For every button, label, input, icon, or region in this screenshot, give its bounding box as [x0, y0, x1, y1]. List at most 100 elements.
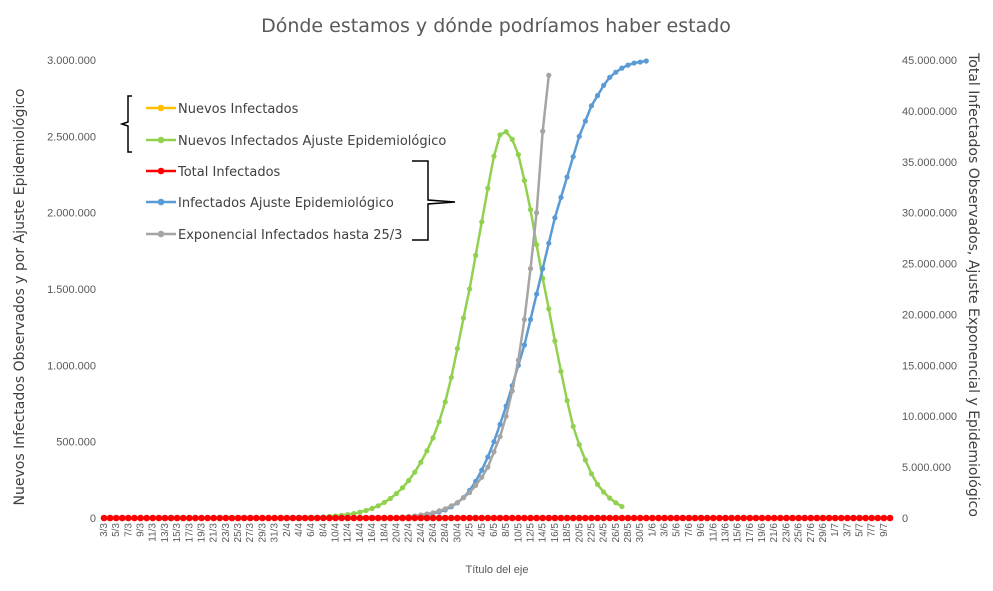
series-point	[594, 514, 601, 522]
legend-item: Nuevos Infectados	[146, 102, 299, 117]
x-tick-label: 10/4	[331, 523, 342, 543]
series-point	[734, 514, 741, 522]
series-point	[722, 514, 729, 522]
series-point	[441, 514, 449, 522]
legend-item: Nuevos Infectados Ajuste Epidemiológico	[146, 134, 446, 149]
series-point	[515, 514, 522, 522]
series-point	[430, 510, 436, 516]
series-point	[222, 514, 230, 522]
series-point	[332, 514, 339, 522]
series-point	[375, 503, 381, 509]
series-point	[552, 215, 558, 221]
series-point	[216, 514, 224, 522]
series-point	[685, 514, 693, 522]
series-point	[770, 514, 778, 522]
series-point	[253, 514, 260, 522]
x-tick-label: 24/5	[599, 523, 610, 543]
series-point	[460, 315, 467, 321]
series-point	[539, 514, 546, 522]
series-point	[502, 514, 510, 522]
series-point	[691, 514, 699, 522]
series-point	[228, 514, 236, 522]
series-point	[412, 469, 418, 475]
x-tick-label: 7/6	[684, 523, 695, 537]
series-point	[497, 132, 503, 138]
series-point	[289, 514, 297, 522]
series-point	[534, 242, 540, 248]
x-tick-label: 13/3	[160, 523, 171, 543]
series-point	[436, 419, 442, 425]
series-point	[192, 514, 199, 522]
series-point	[350, 514, 358, 522]
x-tick-label: 4/5	[477, 523, 488, 537]
series-line	[104, 59, 647, 520]
series-point	[479, 219, 485, 225]
x-tick-label: 11/6	[708, 523, 719, 542]
x-tick-label: 3/7	[842, 523, 853, 537]
y-axis-left-title: Nuevos Infectados Observados y por Ajust…	[12, 89, 28, 506]
series-point	[503, 413, 509, 419]
series-point	[563, 514, 571, 522]
series-point	[679, 514, 687, 522]
series-point	[131, 514, 138, 522]
series-point	[527, 514, 534, 522]
series-point	[819, 514, 827, 522]
series-point	[619, 65, 625, 71]
y-tick-right-label: 10.000.000	[902, 411, 957, 423]
y-tick-right-label: 35.000.000	[902, 157, 957, 169]
series-point	[557, 514, 565, 522]
x-tick-label: 24/4	[416, 523, 427, 543]
x-tick-label: 14/5	[538, 523, 549, 543]
x-tick-label: 3/3	[99, 523, 110, 537]
series-point	[186, 514, 193, 522]
x-tick-label: 5/6	[672, 523, 683, 537]
x-tick-label: 14/4	[355, 523, 366, 543]
series-point	[546, 306, 552, 312]
series-point	[283, 514, 291, 522]
legend-marker	[157, 230, 165, 238]
series-point	[417, 514, 425, 522]
series-point	[697, 514, 705, 522]
series-point	[411, 514, 419, 522]
x-tick-label: 21/6	[769, 523, 780, 543]
series-point	[344, 514, 352, 522]
y-tick-left-label: 2.500.000	[47, 131, 96, 143]
x-tick-label: 3/6	[660, 523, 671, 537]
series-point	[508, 514, 516, 522]
series-point	[265, 514, 272, 522]
series-point	[454, 500, 460, 506]
y-tick-right-label: 40.000.000	[902, 106, 957, 118]
series-point	[777, 514, 784, 522]
x-tick-label: 1/7	[830, 523, 841, 537]
x-tick-label: 31/3	[270, 523, 281, 543]
series-point	[485, 464, 491, 470]
x-tick-label: 13/6	[720, 523, 731, 543]
x-tick-label: 19/3	[196, 523, 207, 543]
x-axis-title: Título del eje	[466, 564, 529, 576]
series-point	[448, 374, 454, 381]
series-point	[454, 514, 461, 522]
series-point	[198, 514, 205, 522]
x-tick-label: 4/4	[294, 523, 305, 537]
series-point	[369, 505, 375, 511]
y-tick-right-label: 0	[902, 513, 908, 525]
series-point	[473, 482, 479, 489]
x-tick-label: 15/3	[172, 523, 183, 543]
y-tick-left-label: 1.500.000	[47, 284, 96, 296]
series-point	[320, 514, 327, 522]
series-point	[466, 286, 473, 292]
y-axis-right: 0 5.000.000 10.000.000 15.000.000 20.000.000…	[902, 55, 957, 525]
series-point	[844, 514, 851, 522]
x-tick-label: 23/3	[221, 523, 232, 543]
x-tick-label: 21/3	[209, 523, 220, 543]
series-point	[418, 459, 424, 465]
x-tick-label: 2/4	[282, 523, 293, 537]
series-point	[515, 357, 521, 363]
series-point	[295, 514, 303, 522]
series-point	[448, 503, 454, 509]
x-tick-label: 8/5	[501, 523, 512, 537]
series-point	[813, 514, 821, 522]
series-point	[161, 514, 169, 522]
series-point	[752, 514, 760, 522]
series-point	[533, 514, 540, 522]
